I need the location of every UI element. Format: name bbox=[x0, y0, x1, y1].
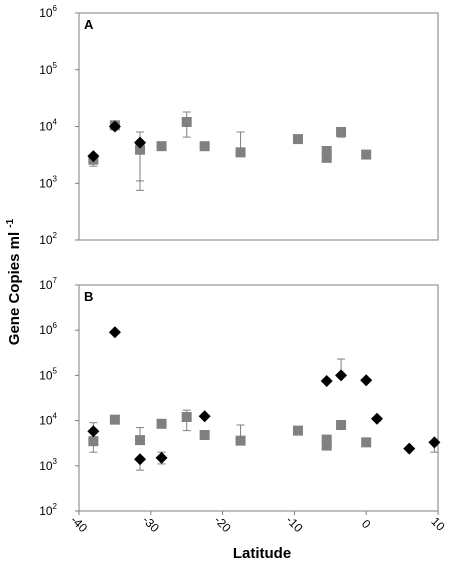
square-marker bbox=[235, 147, 246, 158]
diamond-marker bbox=[370, 412, 383, 425]
square-marker bbox=[336, 419, 347, 430]
square-marker bbox=[361, 437, 372, 448]
x-tick-label: -10 bbox=[283, 513, 305, 535]
square-marker bbox=[88, 436, 99, 447]
y-tick-label: 103 bbox=[39, 174, 57, 190]
y-axis-title: Gene Copies ml -1 bbox=[5, 218, 23, 345]
y-tick-label: 104 bbox=[39, 412, 57, 428]
y-tick-label: 102 bbox=[39, 502, 57, 518]
panel-letter: B bbox=[84, 289, 93, 304]
y-tick-exponent: 5 bbox=[53, 366, 58, 375]
y-tick-label: 105 bbox=[39, 61, 57, 77]
plot-frame bbox=[78, 12, 439, 241]
square-marker bbox=[321, 434, 332, 445]
diamond-marker bbox=[134, 136, 147, 149]
diamond-marker bbox=[403, 442, 416, 455]
square-marker bbox=[321, 152, 332, 163]
panel-a-chart: 102 103 104 105 106 A bbox=[39, 4, 439, 247]
y-tick-label: 106 bbox=[39, 321, 57, 337]
y-tick-exponent: 6 bbox=[53, 321, 58, 330]
square-marker bbox=[156, 141, 167, 152]
plot-frame bbox=[78, 284, 439, 512]
y-tick-exponent: 3 bbox=[53, 174, 58, 183]
y-tick-label: 105 bbox=[39, 366, 57, 382]
y-tick-exponent: 3 bbox=[53, 457, 58, 466]
diamond-marker bbox=[155, 451, 168, 464]
diamond-marker bbox=[108, 120, 121, 133]
diamond-marker bbox=[134, 453, 147, 466]
square-marker bbox=[135, 435, 146, 446]
square-marker bbox=[361, 149, 372, 160]
y-tick-exponent: 4 bbox=[53, 118, 58, 127]
y-tick-label: 104 bbox=[39, 118, 57, 134]
square-marker bbox=[181, 117, 192, 128]
y-tick-exponent: 2 bbox=[53, 502, 58, 511]
diamond-marker bbox=[87, 150, 100, 163]
y-axis-title-superscript: -1 bbox=[5, 218, 16, 227]
y-tick-exponent: 2 bbox=[53, 231, 58, 240]
x-tick-label: 10 bbox=[428, 514, 448, 534]
y-tick-exponent: 4 bbox=[53, 412, 58, 421]
square-marker bbox=[321, 440, 332, 451]
square-marker bbox=[336, 126, 347, 137]
square-marker bbox=[292, 134, 303, 145]
diamond-marker bbox=[360, 374, 373, 387]
square-marker bbox=[235, 435, 246, 446]
y-axis-title-text: Gene Copies ml bbox=[6, 232, 23, 345]
y-tick-exponent: 5 bbox=[53, 61, 58, 70]
x-tick-label: -20 bbox=[212, 513, 234, 535]
diamond-marker bbox=[320, 375, 333, 388]
y-tick-label: 107 bbox=[39, 276, 57, 292]
diamond-marker bbox=[108, 326, 121, 339]
square-marker bbox=[181, 412, 192, 423]
panel-letter: A bbox=[84, 17, 94, 32]
x-tick-label: -30 bbox=[140, 513, 162, 535]
square-marker bbox=[292, 425, 303, 436]
square-marker bbox=[156, 418, 167, 429]
panel-b-chart: 102 103 104 105 106 107 -40 -30 -20 -10 0 10 B bbox=[39, 276, 448, 535]
x-tick-label: -40 bbox=[68, 513, 90, 535]
diamond-marker bbox=[428, 436, 441, 449]
square-marker bbox=[199, 141, 210, 152]
x-tick-label: 0 bbox=[359, 517, 374, 532]
y-tick-label: 102 bbox=[39, 231, 57, 247]
diamond-marker bbox=[198, 410, 211, 423]
square-marker bbox=[321, 146, 332, 157]
y-tick-exponent: 6 bbox=[53, 4, 58, 13]
y-tick-label: 106 bbox=[39, 4, 57, 20]
y-tick-exponent: 7 bbox=[53, 276, 58, 285]
x-axis-title: Latitude bbox=[233, 545, 291, 562]
diamond-marker bbox=[335, 369, 348, 382]
y-tick-label: 103 bbox=[39, 457, 57, 473]
square-marker bbox=[199, 430, 210, 441]
diamond-marker bbox=[87, 425, 100, 438]
square-marker bbox=[109, 414, 120, 425]
